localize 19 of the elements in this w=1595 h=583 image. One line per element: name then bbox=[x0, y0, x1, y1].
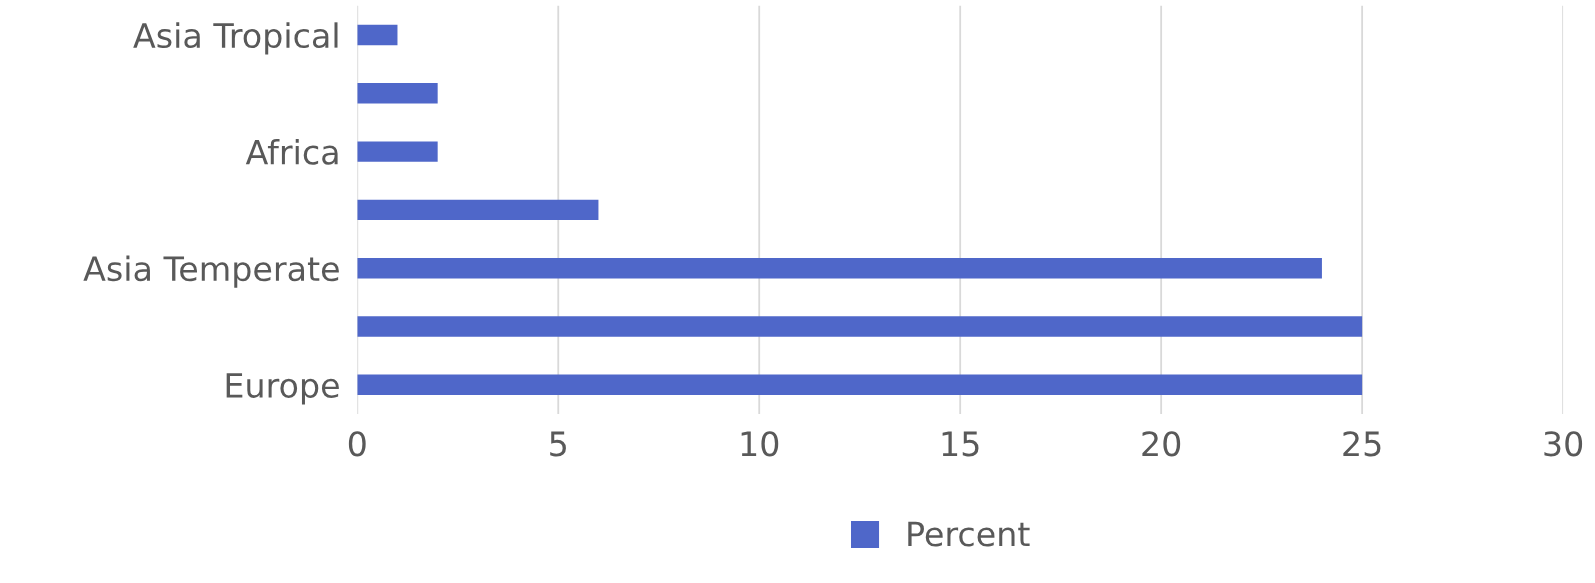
x-tick-label: 10 bbox=[741, 431, 779, 457]
y-tick-label: Asia Temperate bbox=[83, 255, 339, 288]
bar bbox=[357, 257, 1322, 279]
bar bbox=[357, 24, 398, 46]
x-tick-label: 25 bbox=[1343, 431, 1381, 457]
bar bbox=[357, 83, 438, 104]
bar bbox=[357, 316, 1363, 337]
x-tick-label: 20 bbox=[1142, 431, 1181, 457]
x-tick-label: 0 bbox=[348, 431, 366, 457]
legend-label: Percent bbox=[908, 521, 1030, 547]
x-tick-label: 5 bbox=[550, 431, 566, 457]
x-tick-label: 30 bbox=[1544, 431, 1583, 457]
bar bbox=[357, 141, 438, 162]
bar bbox=[357, 199, 599, 221]
x-tick-label: 15 bbox=[942, 431, 979, 457]
bar bbox=[357, 374, 1363, 395]
y-tick-label: Europe bbox=[226, 373, 339, 405]
y-tick-label: Africa bbox=[245, 138, 338, 165]
y-tick-label: Asia Tropical bbox=[133, 22, 338, 55]
